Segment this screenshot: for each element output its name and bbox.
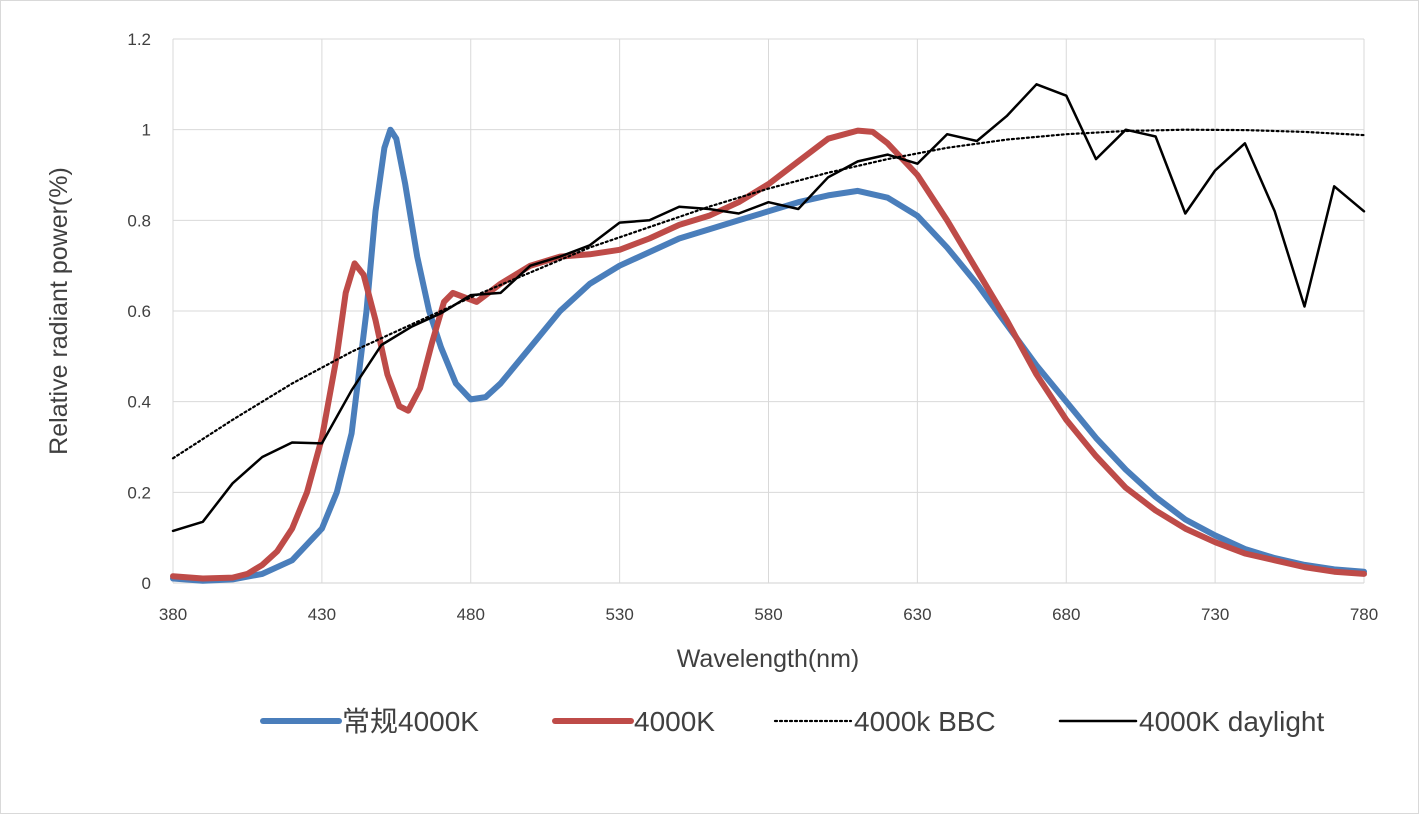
- series-line-1: [170, 127, 1367, 582]
- gridlines: [172, 38, 1365, 583]
- y-tick-label: 0.4: [127, 393, 151, 412]
- x-tick-labels: 380 430 480 530 580 630 680 730 780: [159, 605, 1378, 624]
- y-tick-label: 1.2: [127, 30, 151, 49]
- y-axis-title: Relative radiant power(%): [45, 167, 73, 455]
- x-axis-title: Wavelength(nm): [677, 645, 859, 673]
- x-tick-label: 680: [1052, 605, 1080, 624]
- legend-label-2: 4000k BBC: [854, 706, 996, 737]
- x-tick-label: 530: [605, 605, 633, 624]
- series-line-2: [171, 128, 1366, 460]
- legend-label-3: 4000K daylight: [1139, 706, 1324, 737]
- x-tick-label: 480: [457, 605, 485, 624]
- x-tick-label: 430: [308, 605, 336, 624]
- y-tick-labels: 0 0.2 0.4 0.6 0.8 1 1.2: [127, 30, 151, 593]
- y-tick-label: 0.6: [127, 302, 151, 321]
- y-tick-label: 1: [142, 121, 151, 140]
- x-tick-label: 780: [1350, 605, 1378, 624]
- x-tick-label: 580: [754, 605, 782, 624]
- y-tick-label: 0: [142, 574, 151, 593]
- x-tick-label: 380: [159, 605, 187, 624]
- y-tick-label: 0.2: [127, 483, 151, 502]
- legend-label-1: 4000K: [634, 706, 715, 737]
- x-tick-label: 730: [1201, 605, 1229, 624]
- series-line-3: [171, 83, 1366, 533]
- y-tick-label: 0.8: [127, 211, 151, 230]
- series-lines: [170, 83, 1367, 584]
- legend-label-0: 常规4000K: [342, 706, 479, 737]
- x-tick-label: 630: [903, 605, 931, 624]
- legend: 常规4000K 4000K 4000k BBC 4000K daylight: [260, 706, 1324, 737]
